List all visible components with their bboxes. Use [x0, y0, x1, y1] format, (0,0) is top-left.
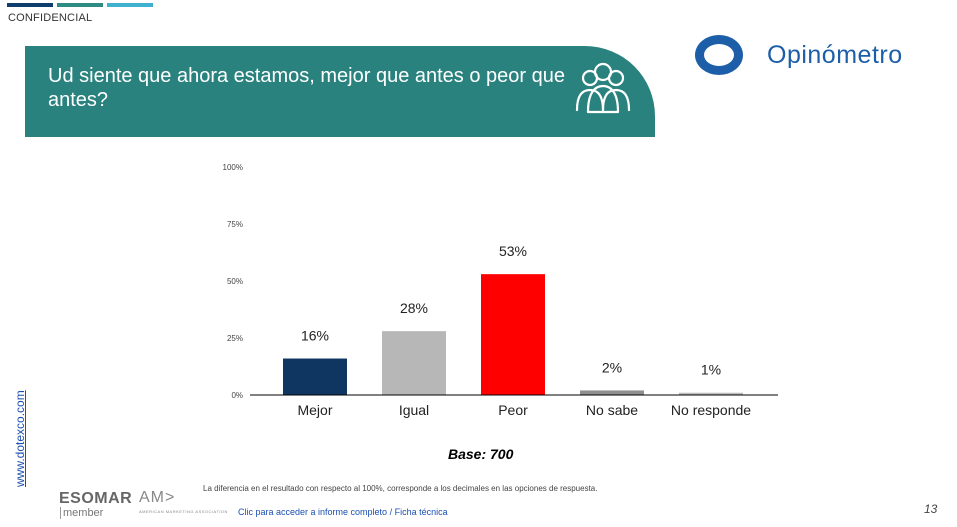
page-number: 13 — [924, 502, 938, 516]
base-label: Base: 700 — [448, 446, 514, 462]
question-banner: Ud siente que ahora estamos, mejor que a… — [25, 46, 655, 137]
y-tick-label: 50% — [227, 277, 243, 286]
data-label: 1% — [701, 362, 721, 378]
top-accent-bar-2 — [57, 3, 103, 7]
bar-no-sabe — [580, 390, 644, 395]
data-label: 28% — [400, 300, 428, 316]
ama-logo-text: AMERICAN MARKETING ASSOCIATION — [139, 509, 228, 514]
ama-logo: AM> — [139, 489, 176, 506]
y-tick-label: 0% — [231, 391, 243, 400]
esomar-member-label: member — [60, 507, 103, 519]
bar-no-responde — [679, 392, 743, 395]
bar-mejor — [283, 358, 347, 395]
brand-name: Opinómetro — [767, 41, 903, 69]
y-tick-label: 100% — [223, 163, 243, 172]
x-tick-label: No responde — [671, 402, 751, 418]
footnote: La diferencia en el resultado con respec… — [203, 484, 598, 493]
x-tick-label: Peor — [498, 402, 528, 418]
brand-logo-icon — [695, 35, 743, 75]
y-tick-label: 75% — [227, 220, 243, 229]
people-group-icon — [575, 62, 631, 114]
x-tick-label: Mejor — [297, 402, 332, 418]
x-tick-label: No sabe — [586, 402, 638, 418]
y-tick-label: 25% — [227, 334, 243, 343]
top-accent-bar-3 — [107, 3, 153, 7]
x-tick-label: Igual — [399, 402, 429, 418]
esomar-logo: ESOMAR — [59, 490, 133, 507]
data-label: 53% — [499, 243, 527, 259]
confidential-label: CONFIDENCIAL — [8, 12, 93, 24]
bar-igual — [382, 331, 446, 395]
report-link[interactable]: Clic para acceder a informe completo / F… — [238, 507, 448, 517]
data-label: 2% — [602, 359, 622, 375]
top-accent-bar-1 — [7, 3, 53, 7]
question-text: Ud siente que ahora estamos, mejor que a… — [48, 65, 565, 111]
bar-peor — [481, 274, 545, 395]
data-label: 16% — [301, 328, 329, 344]
